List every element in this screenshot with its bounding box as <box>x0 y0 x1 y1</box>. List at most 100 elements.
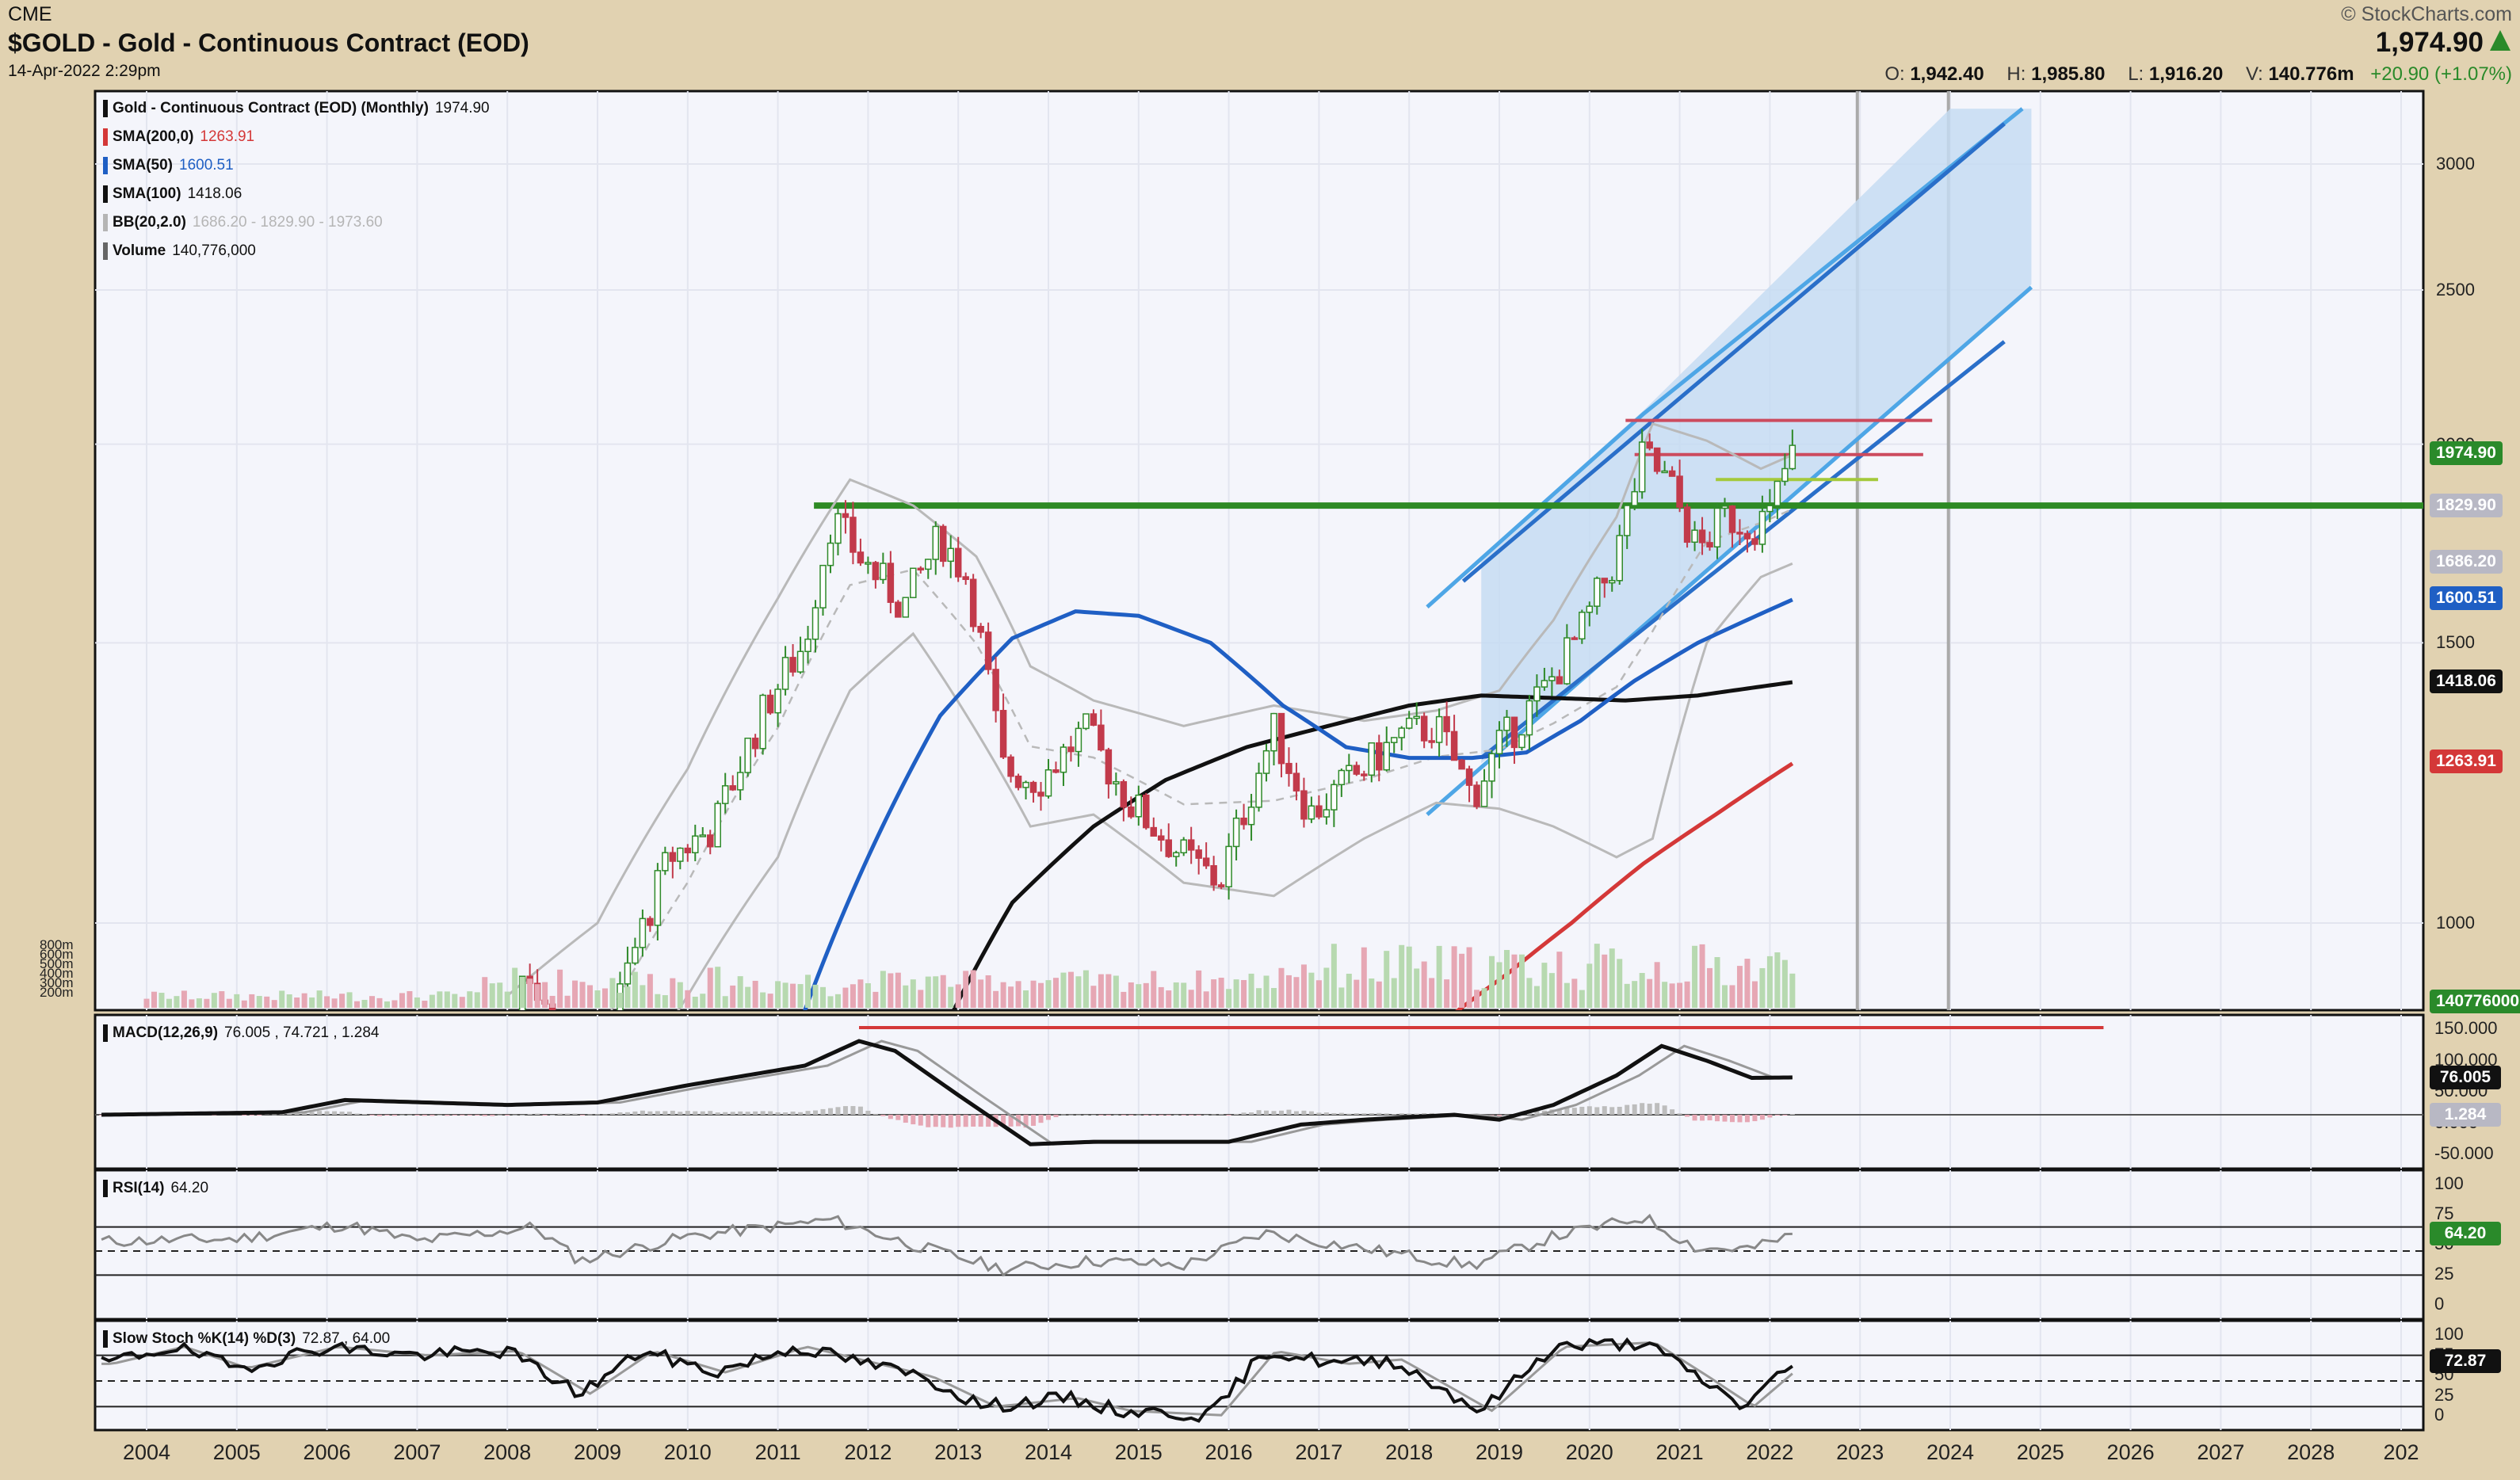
volume-bar <box>895 972 901 1008</box>
volume-bar <box>782 982 788 1008</box>
volume-bar <box>1060 972 1067 1008</box>
candle-body <box>1044 769 1052 797</box>
macd-histogram-bar <box>520 1114 525 1116</box>
candle-body <box>1533 686 1541 702</box>
volume-bar <box>542 982 548 1008</box>
macd-histogram-bar <box>452 1115 457 1116</box>
macd-histogram-bar <box>1722 1115 1728 1122</box>
macd-histogram-bar <box>1001 1115 1006 1127</box>
candle-body <box>1187 839 1195 851</box>
legend-item: Volume 140,776,000 <box>103 242 256 260</box>
volume-bar <box>1699 944 1705 1008</box>
volume-bar <box>444 991 450 1008</box>
volume-bar <box>647 974 653 1008</box>
rsi-tick-label: 100 <box>2434 1173 2464 1193</box>
volume-bar <box>1331 944 1337 1008</box>
volume-bar <box>1361 947 1367 1008</box>
candle-body <box>1225 845 1232 887</box>
volume-bar <box>790 983 796 1008</box>
candle-body <box>1075 727 1082 753</box>
legend-item: Gold - Continuous Contract (EOD) (Monthl… <box>103 100 490 117</box>
volume-bar <box>955 984 961 1008</box>
macd-histogram-bar <box>1316 1112 1322 1115</box>
volume-bar <box>722 996 728 1008</box>
price-channel-fill <box>1481 109 2032 764</box>
candle-body <box>1586 605 1594 613</box>
volume-bar <box>1399 944 1405 1008</box>
volume-bar <box>775 981 781 1008</box>
candle-body <box>857 551 865 564</box>
macd-histogram-bar <box>865 1110 871 1115</box>
macd-histogram-bar <box>1211 1114 1216 1116</box>
macd-histogram-bar <box>617 1112 623 1115</box>
volume-bar <box>903 985 909 1008</box>
macd-histogram-bar <box>399 1114 405 1116</box>
volume-bar <box>1677 982 1683 1008</box>
macd-histogram-bar <box>700 1111 705 1115</box>
volume-bar <box>1391 978 1397 1008</box>
macd-histogram-bar <box>550 1114 556 1116</box>
candle-body <box>662 852 669 872</box>
chart-title: $GOLD - Gold - Continuous Contract (EOD) <box>8 29 529 57</box>
volume-bar <box>316 990 323 1008</box>
macd-histogram-bar <box>535 1113 540 1115</box>
candle-body <box>744 738 751 773</box>
macd-histogram-bar <box>753 1111 758 1115</box>
candle-body <box>1601 578 1609 584</box>
candle-body <box>1413 715 1420 719</box>
volume-bar <box>1271 988 1277 1008</box>
volume-bar <box>482 977 488 1008</box>
macd-histogram-bar <box>1264 1110 1270 1115</box>
macd-histogram-bar <box>745 1112 750 1115</box>
macd-histogram-bar <box>933 1115 938 1127</box>
candle-body <box>1541 680 1548 688</box>
macd-histogram-bar <box>1429 1112 1434 1115</box>
candle-body <box>684 847 692 853</box>
volume-bar <box>1647 978 1653 1008</box>
candle-body <box>1774 480 1781 506</box>
volume-bar <box>226 998 232 1008</box>
volume-bar <box>339 994 346 1008</box>
macd-histogram-bar <box>1767 1115 1773 1118</box>
volume-bar <box>1759 967 1766 1008</box>
macd-histogram-bar <box>678 1112 683 1115</box>
macd-histogram-bar <box>1715 1115 1720 1122</box>
x-tick-label: 2007 <box>393 1440 441 1464</box>
price-badge: 1600.51 <box>2430 586 2503 610</box>
macd-histogram-bar <box>1662 1105 1667 1115</box>
volume-bar <box>1451 946 1457 1008</box>
volume-bar <box>384 1001 390 1008</box>
macd-histogram-bar <box>1278 1110 1284 1115</box>
volume-bar <box>361 999 368 1008</box>
macd-histogram-bar <box>850 1106 856 1115</box>
candle-body <box>1443 715 1450 733</box>
macd-histogram-bar <box>1204 1114 1209 1116</box>
candle-body <box>932 525 939 560</box>
volume-bar <box>564 995 571 1008</box>
macd-histogram-bar <box>1556 1108 1562 1115</box>
volume-bar <box>1278 967 1285 1008</box>
brand-label[interactable]: © StockCharts.com <box>2341 3 2512 25</box>
legend-item: SMA(100) 1418.06 <box>103 185 242 203</box>
volume-bar <box>805 975 811 1008</box>
candle-body <box>1488 753 1495 782</box>
macd-histogram-bar <box>354 1113 360 1115</box>
candle-body <box>1376 742 1383 771</box>
x-tick-label: 2004 <box>122 1440 171 1464</box>
macd-histogram-bar <box>775 1112 781 1115</box>
candle-body <box>850 517 857 553</box>
macd-histogram-bar <box>1083 1114 1089 1116</box>
candle-body <box>1383 742 1390 771</box>
macd-histogram-bar <box>557 1113 563 1115</box>
x-tick-label: 202 <box>2383 1440 2419 1464</box>
candle-body <box>1210 864 1217 886</box>
rsi-tick-label: 0 <box>2434 1294 2445 1314</box>
macd-histogram-bar <box>948 1115 953 1128</box>
macd-histogram-bar <box>1670 1109 1675 1115</box>
macd-histogram-bar <box>1219 1114 1224 1116</box>
candle-body <box>714 803 721 848</box>
volume-bar <box>294 997 300 1008</box>
candle-body <box>1338 769 1346 786</box>
candle-body <box>1706 542 1713 547</box>
